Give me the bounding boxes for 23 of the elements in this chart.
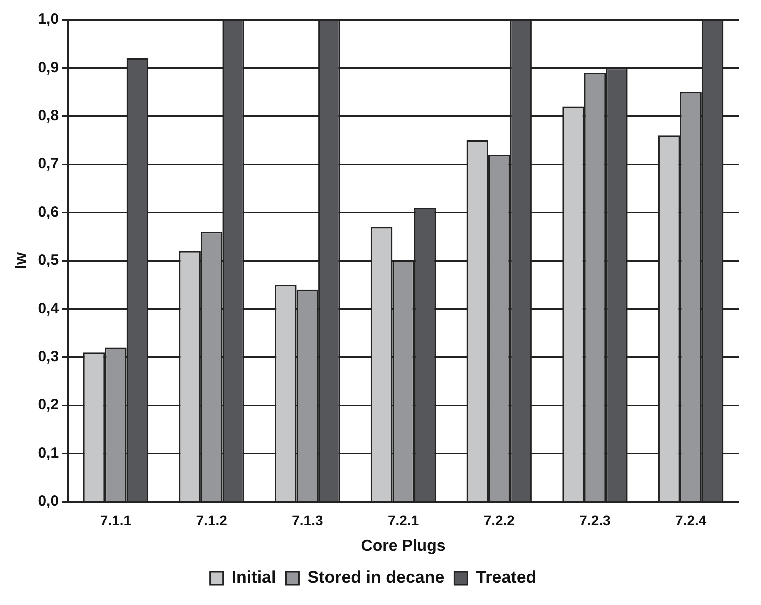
y-tick-label: 0,9	[38, 59, 60, 76]
y-tick-label: 0,8	[38, 108, 60, 125]
y-tick-label: 0,0	[38, 493, 60, 510]
x-tick-label: 7.2.1	[388, 512, 420, 528]
x-tick-label: 7.1.1	[100, 512, 132, 528]
x-axis-title: Core Plugs	[361, 538, 446, 555]
x-tick-label: 7.2.3	[580, 512, 612, 528]
y-tick-label: 1,0	[38, 11, 60, 28]
y-tick-label: 0,1	[38, 444, 60, 462]
y-tick-label: 0,6	[38, 204, 60, 221]
y-tick-label: 0,2	[38, 396, 60, 414]
legend-label: Initial	[232, 568, 276, 588]
x-tick-label: 7.2.2	[484, 512, 516, 528]
legend-label: Treated	[476, 568, 537, 588]
x-tick-label: 7.1.2	[196, 512, 228, 528]
x-tick-label: 7.1.3	[292, 512, 324, 528]
y-tick-label: 0,3	[38, 348, 60, 366]
x-tick-label: 7.2.4	[676, 512, 707, 528]
y-tick-label: 0,5	[38, 252, 60, 270]
y-tick-label: 0,4	[38, 300, 60, 318]
y-tick-label: 0,7	[38, 156, 60, 173]
y-axis-title: Iw	[13, 252, 30, 270]
legend-label: Stored in decane	[308, 568, 445, 588]
